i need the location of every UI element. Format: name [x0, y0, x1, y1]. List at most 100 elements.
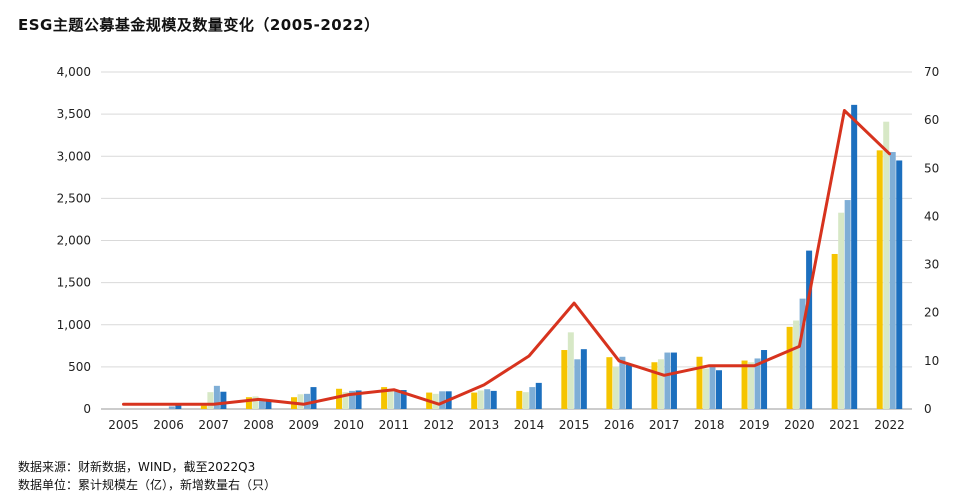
bar [709, 366, 716, 409]
y-left-tick-label: 4,000 [57, 65, 91, 79]
bar [490, 390, 497, 409]
x-tick-label: 2019 [739, 418, 770, 432]
bar [799, 298, 806, 409]
bar [265, 401, 272, 409]
bar [310, 387, 317, 409]
bar [625, 364, 632, 409]
x-tick-label: 2013 [469, 418, 500, 432]
bar [342, 392, 349, 409]
bar [838, 212, 845, 409]
x-tick-label: 2015 [559, 418, 590, 432]
bar [200, 405, 207, 409]
axes: 0 500 1,000 1,500 2,000 2,500 3,000 3,500 4,000 0… [57, 65, 940, 432]
bar [806, 250, 813, 409]
new-fund-count-line [122, 109, 891, 406]
bar [516, 390, 523, 409]
bar [439, 391, 446, 409]
bar [754, 358, 761, 409]
grid-lines [101, 71, 912, 410]
bar [471, 392, 478, 409]
bar [297, 394, 304, 409]
bar [703, 368, 709, 409]
bar [245, 397, 252, 409]
x-tick-label: 2010 [334, 418, 365, 432]
y-left-tick-label: 0 [83, 402, 91, 416]
x-tick-label: 2022 [874, 418, 905, 432]
bar [651, 362, 658, 409]
x-tick-label: 2017 [649, 418, 680, 432]
bar [522, 392, 529, 409]
bar [761, 350, 768, 409]
x-tick-label: 2008 [243, 418, 274, 432]
bar-series [168, 104, 903, 410]
bar [786, 326, 793, 409]
chart-title: ESG主题公募基金规模及数量变化（2005-2022） [18, 16, 380, 34]
bar [477, 390, 484, 409]
bar [213, 385, 220, 409]
x-tick-label: 2005 [108, 418, 139, 432]
bar [168, 406, 175, 409]
bar [387, 390, 394, 409]
x-tick-label: 2020 [784, 418, 815, 432]
y-left-tick-label: 1,500 [57, 276, 91, 290]
bar [175, 404, 182, 409]
x-tick-label: 2012 [424, 418, 455, 432]
bar [657, 359, 664, 409]
bar [612, 366, 619, 409]
bar [529, 387, 536, 409]
x-tick-label: 2016 [604, 418, 635, 432]
x-tick-label: 2018 [694, 418, 725, 432]
bar [336, 388, 343, 409]
bar [349, 390, 356, 409]
x-tick-label: 2009 [288, 418, 319, 432]
y-right-tick-label: 0 [924, 402, 932, 416]
x-tick-label: 2007 [198, 418, 229, 432]
bar [394, 390, 401, 409]
x-tick-label: 2006 [153, 418, 184, 432]
bar [831, 253, 838, 409]
bar [207, 392, 214, 409]
bar [716, 370, 722, 409]
y-right-tick-label: 50 [924, 161, 939, 175]
bar [619, 356, 626, 409]
bar [606, 357, 613, 409]
bar [432, 393, 439, 409]
bar [561, 350, 568, 409]
y-right-tick-label: 30 [924, 258, 939, 272]
y-left-tick-label: 1,000 [57, 318, 91, 332]
bar [400, 390, 407, 409]
bar [252, 396, 259, 409]
bar [696, 356, 703, 409]
bar [793, 320, 800, 409]
bar [896, 160, 903, 409]
bar [664, 352, 671, 409]
y-left-tick-label: 500 [68, 360, 91, 374]
y-left-tick-label: 2,000 [57, 234, 91, 248]
bar [876, 150, 883, 410]
bar [889, 152, 896, 409]
y-left-tick-label: 2,500 [57, 191, 91, 205]
bar [574, 359, 581, 409]
bar [484, 389, 491, 409]
bar [567, 332, 574, 409]
x-tick-label: 2021 [829, 418, 860, 432]
x-tick-label: 2014 [514, 418, 545, 432]
bar [258, 399, 265, 409]
bar [580, 349, 587, 409]
y-right-tick-label: 10 [924, 354, 939, 368]
x-tick-label: 2011 [379, 418, 410, 432]
y-right-tick-label: 60 [924, 113, 939, 127]
y-left-tick-label: 3,000 [57, 149, 91, 163]
data-unit-note: 数据单位：累计规模左（亿），新增数量右（只） [18, 478, 277, 492]
bar [670, 352, 677, 409]
bar [535, 382, 542, 409]
y-right-tick-label: 40 [924, 209, 939, 223]
bar [355, 390, 362, 409]
bar [844, 200, 851, 409]
y-right-tick-label: 20 [924, 306, 939, 320]
line-series [122, 109, 891, 406]
bar [851, 104, 858, 410]
bar [220, 391, 227, 409]
y-left-tick-label: 3,500 [57, 107, 91, 121]
